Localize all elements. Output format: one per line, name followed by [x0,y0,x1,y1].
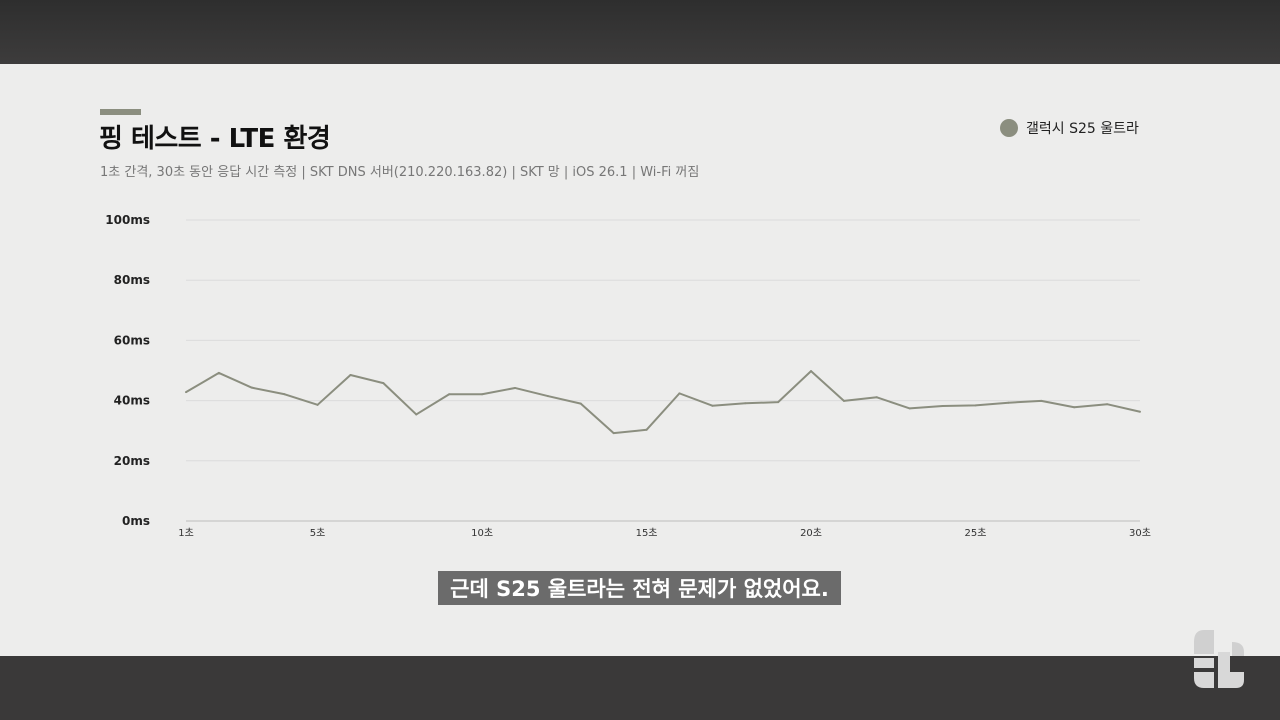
data-point [678,392,681,395]
y-tick-label: 100ms [105,213,150,227]
data-point [1073,406,1076,409]
data-point [382,382,385,385]
data-point [777,401,780,404]
data-point [744,402,747,405]
data-point [185,391,187,394]
data-point [415,413,418,416]
data-point [810,370,813,373]
x-tick-label: 25초 [965,527,987,539]
data-point [217,371,220,374]
letterbox-bottom [0,656,1280,720]
data-point [974,404,977,407]
x-tick-label: 30초 [1129,527,1151,539]
chart-title: 핑 테스트 - LTE 환경 [99,124,331,154]
data-point [941,405,944,408]
data-point [481,393,484,396]
legend-swatch [1000,119,1018,137]
data-point [711,404,714,407]
data-point [645,428,648,431]
channel-logo-icon [1194,630,1244,688]
x-tick-label: 10초 [471,527,493,539]
data-point [579,402,582,405]
data-point [612,432,615,435]
data-point [1040,399,1043,402]
data-point [1139,410,1141,413]
data-point [250,386,253,389]
y-tick-label: 0ms [122,514,150,528]
data-point [546,395,549,398]
data-point [349,374,352,377]
data-point [1106,403,1109,406]
subtitle-caption: 근데 S25 울트라는 전혀 문제가 없었어요. [438,571,841,605]
data-point [1007,401,1010,404]
legend: 갤럭시 S25 울트라 [1000,118,1139,138]
data-point [875,396,878,399]
data-point [283,393,286,396]
letterbox-top [0,0,1280,64]
x-tick-label: 5초 [310,527,326,539]
x-tick-label: 20초 [800,527,822,539]
chart-subtitle: 1초 간격, 30초 동안 응답 시간 측정 | SKT DNS 서버(210.… [100,165,700,180]
y-tick-label: 60ms [114,333,150,347]
legend-label: 갤럭시 S25 울트라 [1026,121,1139,137]
title-accent-bar [100,109,141,115]
data-point [513,386,516,389]
y-tick-label: 40ms [114,394,150,408]
data-point [908,407,911,410]
data-point [842,399,845,402]
data-point [448,393,451,396]
y-tick-label: 20ms [114,454,150,468]
x-tick-label: 15초 [636,527,658,539]
series-line [185,370,1141,435]
x-tick-label: 1초 [178,527,194,539]
data-point [316,403,319,406]
y-tick-label: 80ms [114,273,150,287]
